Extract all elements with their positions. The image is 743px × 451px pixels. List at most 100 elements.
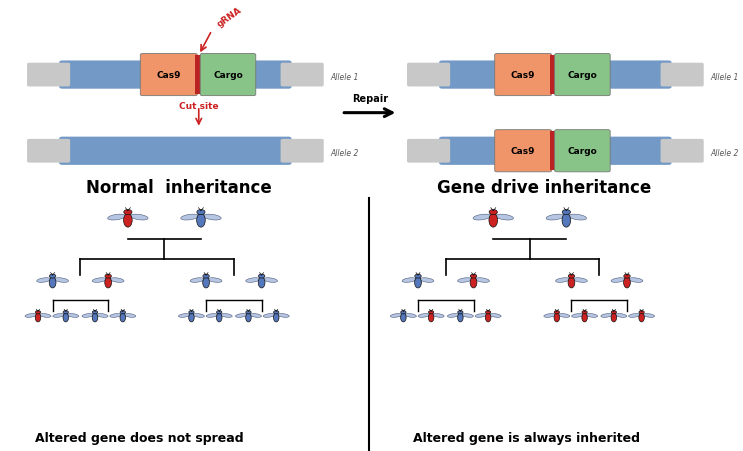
Ellipse shape — [63, 313, 68, 322]
Text: Cargo: Cargo — [568, 71, 597, 80]
FancyBboxPatch shape — [407, 64, 450, 87]
Ellipse shape — [82, 314, 94, 318]
Text: Cas9: Cas9 — [511, 147, 536, 156]
Bar — [550, 56, 557, 95]
Text: Cas9: Cas9 — [511, 71, 536, 80]
Ellipse shape — [278, 314, 289, 318]
FancyBboxPatch shape — [281, 64, 324, 87]
Circle shape — [611, 311, 617, 314]
Circle shape — [582, 311, 587, 314]
Circle shape — [470, 275, 477, 278]
Ellipse shape — [558, 314, 570, 318]
Text: Allele 2: Allele 2 — [710, 149, 739, 158]
Ellipse shape — [123, 214, 132, 228]
Circle shape — [124, 210, 132, 215]
FancyBboxPatch shape — [27, 64, 70, 87]
Ellipse shape — [489, 214, 498, 228]
Ellipse shape — [216, 313, 222, 322]
Ellipse shape — [130, 215, 148, 221]
Circle shape — [489, 210, 497, 215]
Ellipse shape — [485, 313, 491, 322]
Circle shape — [120, 311, 126, 314]
Ellipse shape — [105, 277, 111, 288]
Ellipse shape — [54, 278, 68, 283]
Ellipse shape — [623, 277, 630, 288]
Ellipse shape — [402, 278, 416, 283]
Bar — [195, 56, 202, 95]
Ellipse shape — [273, 313, 279, 322]
Ellipse shape — [556, 278, 570, 283]
Text: Repair: Repair — [351, 94, 388, 104]
Ellipse shape — [470, 277, 477, 288]
Ellipse shape — [611, 278, 625, 283]
Ellipse shape — [204, 215, 221, 221]
Ellipse shape — [108, 215, 126, 221]
Ellipse shape — [203, 277, 210, 288]
Ellipse shape — [259, 277, 265, 288]
Ellipse shape — [207, 314, 218, 318]
Ellipse shape — [390, 314, 402, 318]
Ellipse shape — [405, 314, 416, 318]
Ellipse shape — [250, 314, 262, 318]
Circle shape — [568, 275, 574, 278]
Ellipse shape — [193, 314, 204, 318]
Ellipse shape — [53, 314, 65, 318]
Circle shape — [624, 275, 630, 278]
Ellipse shape — [462, 314, 473, 318]
Ellipse shape — [120, 313, 126, 322]
Ellipse shape — [124, 314, 136, 318]
Ellipse shape — [473, 215, 491, 221]
Ellipse shape — [582, 313, 588, 322]
Ellipse shape — [246, 313, 251, 322]
Ellipse shape — [221, 314, 233, 318]
Circle shape — [246, 311, 251, 314]
Ellipse shape — [458, 278, 472, 283]
FancyBboxPatch shape — [554, 55, 610, 97]
Ellipse shape — [568, 215, 586, 221]
Ellipse shape — [562, 214, 571, 228]
Ellipse shape — [110, 278, 124, 283]
Ellipse shape — [629, 314, 640, 318]
Ellipse shape — [189, 313, 194, 322]
Ellipse shape — [554, 313, 559, 322]
FancyBboxPatch shape — [140, 55, 198, 97]
Ellipse shape — [264, 278, 277, 283]
Circle shape — [485, 311, 491, 314]
Ellipse shape — [67, 314, 79, 318]
Ellipse shape — [568, 277, 575, 288]
FancyBboxPatch shape — [554, 130, 610, 172]
Text: Altered gene is always inherited: Altered gene is always inherited — [412, 431, 640, 444]
FancyBboxPatch shape — [281, 139, 324, 163]
Ellipse shape — [432, 314, 444, 318]
Ellipse shape — [190, 278, 204, 283]
Text: Cargo: Cargo — [568, 147, 597, 156]
Text: Cut site: Cut site — [179, 102, 218, 111]
Ellipse shape — [178, 314, 190, 318]
Ellipse shape — [36, 278, 51, 283]
Ellipse shape — [586, 314, 597, 318]
FancyBboxPatch shape — [661, 139, 704, 163]
FancyBboxPatch shape — [27, 139, 70, 163]
Ellipse shape — [400, 313, 406, 322]
Circle shape — [554, 311, 559, 314]
Circle shape — [105, 275, 111, 278]
Bar — [550, 132, 557, 171]
Ellipse shape — [546, 215, 564, 221]
Ellipse shape — [643, 314, 655, 318]
Circle shape — [92, 311, 97, 314]
Ellipse shape — [92, 278, 106, 283]
Circle shape — [429, 311, 434, 314]
Ellipse shape — [49, 277, 56, 288]
Circle shape — [217, 311, 222, 314]
Ellipse shape — [476, 278, 490, 283]
Circle shape — [400, 311, 406, 314]
FancyBboxPatch shape — [407, 139, 450, 163]
Circle shape — [639, 311, 644, 314]
Circle shape — [49, 275, 56, 278]
Ellipse shape — [571, 314, 583, 318]
Circle shape — [197, 210, 205, 215]
Circle shape — [63, 311, 68, 314]
Circle shape — [415, 275, 421, 278]
Circle shape — [259, 275, 265, 278]
Ellipse shape — [639, 313, 644, 322]
